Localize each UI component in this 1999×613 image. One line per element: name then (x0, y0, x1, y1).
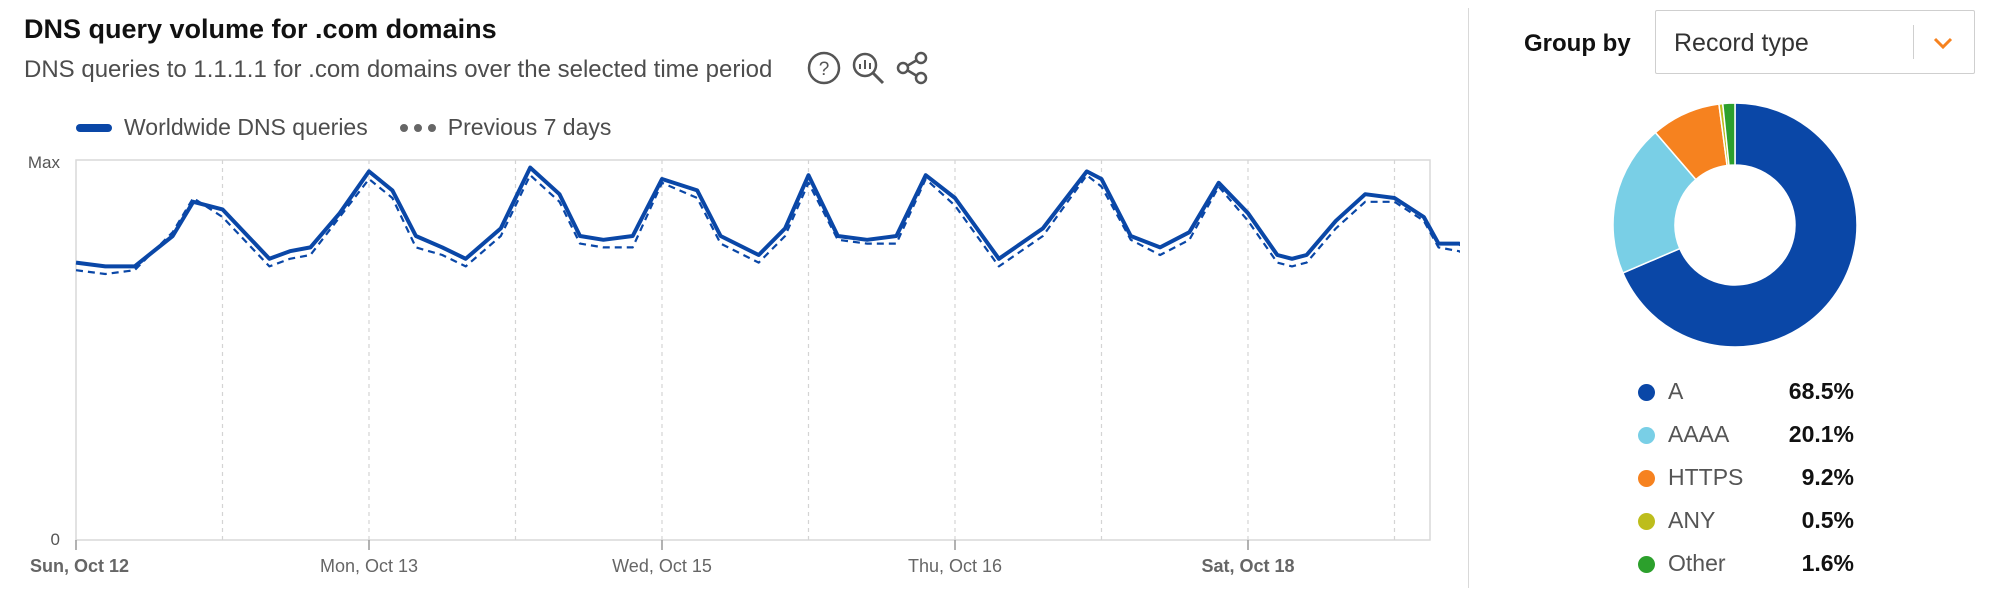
donut-slice-aaaa (1612, 131, 1697, 274)
legend-category: AAAA (1668, 421, 1730, 447)
x-tick-label: Sun, Oct 12 (30, 556, 129, 576)
donut-legend: A 68.5% AAAA 20.1% HTTPS 9.2% ANY 0.5% Other 1.6% (1634, 374, 1854, 589)
y-tick-label: Max (28, 153, 61, 172)
donut-legend-item[interactable]: Other 1.6% (1634, 546, 1854, 589)
series-line-previous (75, 174, 1460, 276)
x-tick-label: Sat, Oct 18 (1201, 556, 1294, 576)
select-separator (1913, 25, 1914, 59)
legend-percent: 9.2% (1801, 464, 1854, 490)
donut-slice-other (1721, 102, 1736, 167)
group-by-select[interactable]: Record type (1655, 10, 1975, 74)
donut-legend-item[interactable]: AAAA 20.1% (1634, 417, 1854, 460)
legend-item-worldwide[interactable]: Worldwide DNS queries (76, 114, 368, 141)
series-line-worldwide (75, 165, 1460, 269)
svg-text:?: ? (819, 59, 830, 80)
help-icon[interactable]: ? (806, 50, 842, 86)
legend-dot (1638, 513, 1655, 530)
legend-label: Worldwide DNS queries (124, 114, 368, 140)
y-tick-label: 0 (51, 530, 60, 549)
donut-legend-item[interactable]: A 68.5% (1634, 374, 1854, 417)
group-by-value: Record type (1674, 29, 1809, 57)
donut-legend-item[interactable]: ANY 0.5% (1634, 503, 1854, 546)
legend-category: Other (1668, 550, 1726, 576)
zoom-icon[interactable] (850, 50, 886, 86)
x-tick-label: Mon, Oct 13 (320, 556, 418, 576)
share-icon[interactable] (894, 50, 930, 86)
legend-percent: 68.5% (1788, 378, 1854, 404)
legend-category: A (1668, 378, 1684, 404)
panel-divider (1468, 8, 1469, 588)
plot-area (75, 159, 1431, 541)
group-by-label: Group by (1524, 30, 1631, 57)
legend-dot (1638, 427, 1655, 444)
chart-actions: ? (806, 50, 930, 86)
legend-item-previous[interactable]: Previous 7 days (399, 114, 612, 141)
legend-dot (1638, 470, 1655, 487)
legend-swatch-solid (76, 123, 112, 132)
legend-dot (1638, 384, 1655, 401)
donut-slice-a (1621, 102, 1858, 348)
legend-dot (1638, 556, 1655, 573)
chart-title: DNS query volume for .com domains (24, 14, 497, 44)
donut-legend-item[interactable]: HTTPS 9.2% (1634, 460, 1854, 503)
legend-swatch-dashed (399, 123, 436, 132)
legend-percent: 1.6% (1801, 550, 1854, 576)
legend-percent: 0.5% (1801, 507, 1854, 533)
x-tick-label: Wed, Oct 15 (612, 556, 712, 576)
donut-chart (1612, 102, 1858, 348)
line-chart: Max 0 Sun, Oct 12 Mon, Oct 13 Wed, Oct 15 Thu… (28, 153, 1460, 576)
chevron-down-icon[interactable] (1930, 31, 1956, 55)
x-tick-label: Thu, Oct 16 (908, 556, 1002, 576)
legend-label: Previous 7 days (447, 114, 612, 140)
chart-legend: Worldwide DNS queries Previous 7 days (76, 114, 611, 141)
chart-subtitle: DNS queries to 1.1.1.1 for .com domains … (24, 56, 773, 83)
legend-category: HTTPS (1668, 464, 1744, 490)
legend-percent: 20.1% (1788, 421, 1854, 447)
legend-category: ANY (1668, 507, 1716, 533)
